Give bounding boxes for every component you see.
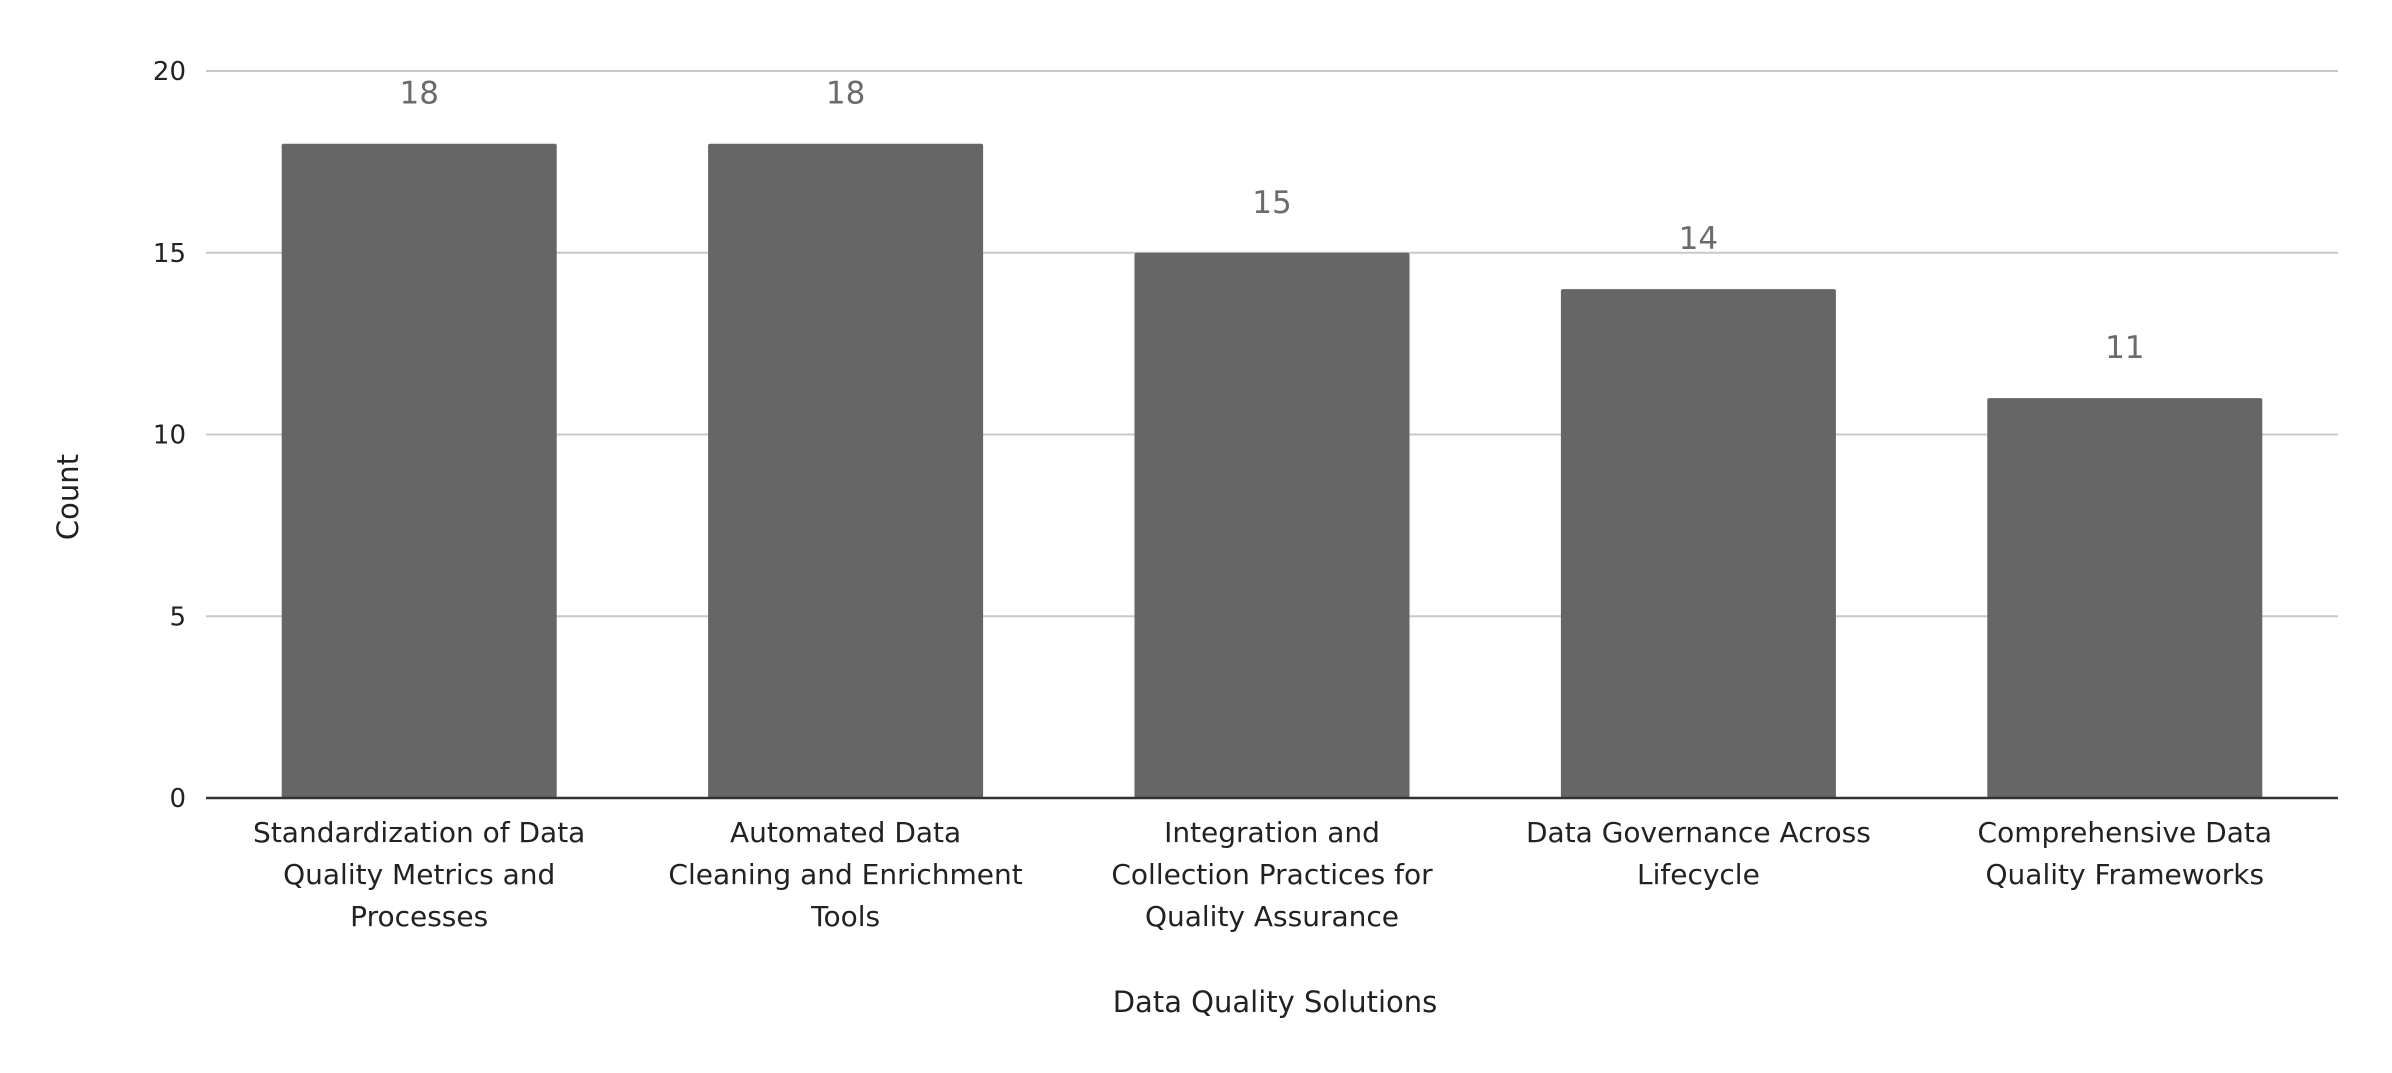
bars (281, 143, 2263, 798)
x-tick-label-line: Tools (810, 900, 880, 933)
y-tick-label: 5 (169, 602, 186, 632)
y-axis-title: Count (51, 454, 85, 540)
x-tick-label-line: Collection Practices for (1111, 858, 1433, 891)
x-tick-label-line: Cleaning and Enrichment (668, 858, 1022, 891)
x-tick-label: Standardization of Data Quality Metrics a… (253, 816, 585, 933)
x-tick-label-line: Processes (350, 900, 488, 933)
x-tick-label-line: Data Governance Across (1526, 816, 1871, 849)
x-axis-title: Data Quality Solutions (1113, 985, 1438, 1019)
y-tick-label: 20 (153, 57, 186, 87)
x-tick-label-line: Lifecycle (1637, 858, 1760, 891)
x-tick-label-line: Quality Assurance (1145, 900, 1399, 933)
bar (281, 143, 557, 798)
data-label: 18 (399, 76, 438, 112)
data-label: 11 (2105, 330, 2144, 366)
x-tick-label: Data Governance Across Lifecycle (1526, 816, 1871, 891)
x-tick-label-line: Standardization of Data (253, 816, 585, 849)
bar (708, 143, 984, 798)
bar (1560, 289, 1836, 798)
x-tick-label-line: Comprehensive Data (1978, 816, 2273, 849)
bar (1134, 252, 1410, 798)
data-label: 14 (1679, 221, 1718, 257)
x-tick-label: Automated Data Cleaning and Enrichment Too… (668, 816, 1022, 933)
x-tick-label-line: Quality Metrics and (283, 858, 555, 891)
bar (1987, 398, 2263, 798)
x-tick-label-line: Automated Data (730, 816, 961, 849)
labels: 0 5 10 15 20 18 Standardization of Data Quality… (153, 57, 2272, 933)
y-tick-label: 15 (153, 239, 186, 269)
x-tick-label-line: Integration and (1164, 816, 1380, 849)
data-label: 15 (1252, 185, 1291, 221)
x-tick-label-line: Quality Frameworks (1986, 858, 2265, 891)
x-tick-label: Integration and Collection Practices for Q… (1111, 816, 1433, 933)
x-tick-label: Comprehensive Data Quality Frameworks (1978, 816, 2273, 891)
y-tick-label: 10 (153, 421, 186, 451)
y-tick-label: 0 (169, 784, 186, 814)
data-label: 18 (826, 76, 865, 112)
